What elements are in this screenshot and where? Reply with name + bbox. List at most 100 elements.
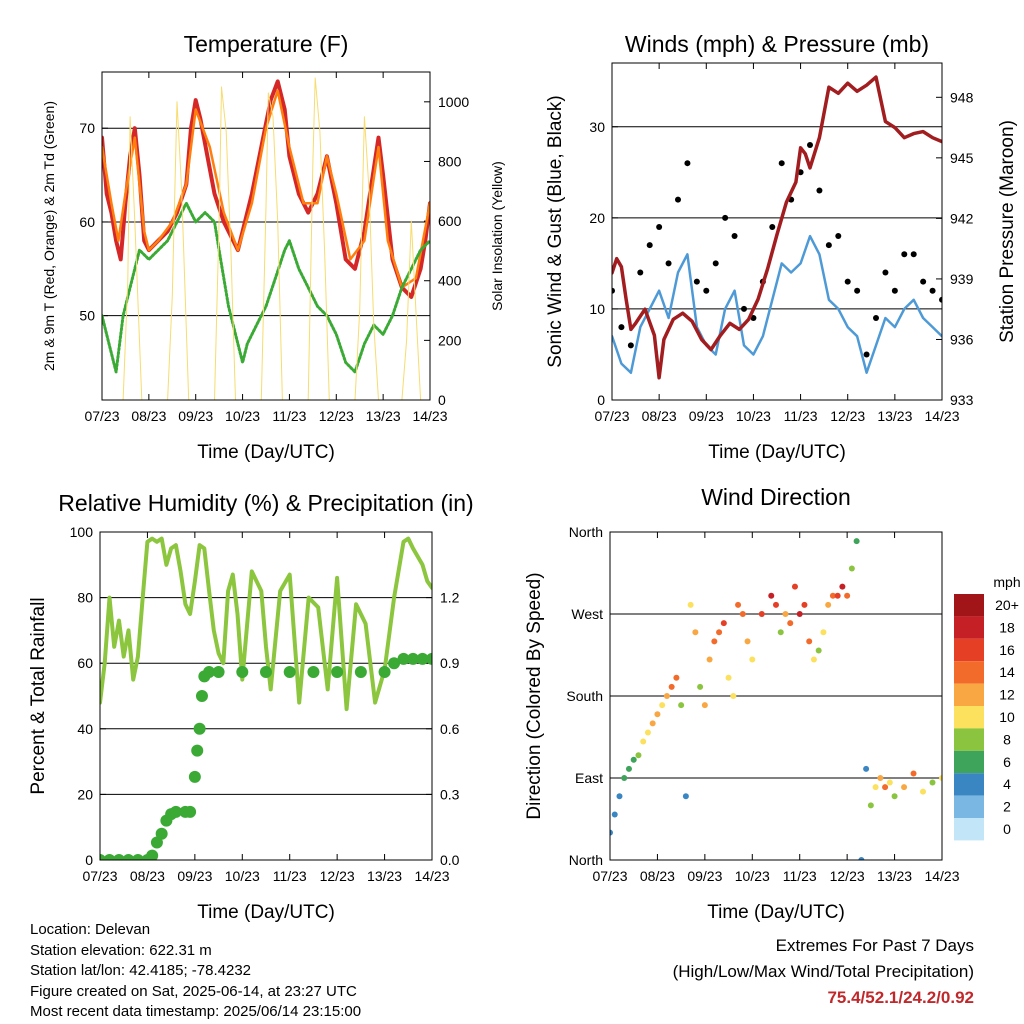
chart-temperature: 50 60 70 0 200 400 600 800 1000 07/23 08/23 09/23 10…: [41, 31, 505, 463]
y-right-tick-label: 0: [438, 392, 446, 408]
data-point: [611, 811, 618, 818]
plot-frame: [609, 531, 943, 861]
legend-label: 14: [999, 664, 1015, 680]
x-tick-label: 13/23: [367, 868, 402, 884]
data-point: [654, 711, 661, 718]
x-tick-label: 14/23: [924, 868, 959, 884]
y-right-tick-label: 0.6: [440, 721, 460, 737]
data-point: [378, 665, 391, 678]
x-tick-label: 09/23: [689, 408, 724, 424]
data-point: [150, 836, 163, 849]
y-right-tick-label: 600: [438, 213, 462, 229]
data-point: [656, 223, 663, 230]
legend-label: 2: [1003, 799, 1011, 815]
x-axis-label: Time (Day/UTC): [708, 442, 846, 463]
data-point: [637, 269, 644, 276]
data-point: [731, 233, 738, 240]
extremes-summary: Extremes For Past 7 Days (High/Low/Max W…: [673, 933, 974, 1011]
chart-title: Temperature (F): [184, 31, 349, 57]
y-right-tick-label: 948: [950, 89, 974, 105]
data-point: [195, 690, 208, 702]
plot-frame: [611, 62, 943, 401]
chart-humidity: 0 20 40 60 80 100 0.0 0.3 0.6 0.9 1.2 07/23 08/23 09/…: [28, 490, 474, 923]
y-tick-label: 50: [79, 308, 95, 324]
y-right-tick-label: 945: [950, 150, 974, 166]
data-point: [741, 305, 747, 312]
data-point: [188, 770, 201, 783]
data-point: [203, 665, 216, 678]
x-tick-label: 10/23: [225, 868, 260, 884]
y-axis-label: 2m & 9m T (Red, Orange) & 2m Td (Green): [41, 101, 57, 371]
data-point: [627, 342, 634, 349]
legend-swatch: [954, 638, 984, 662]
data-point: [835, 233, 842, 240]
data-point: [635, 752, 642, 759]
data-point: [610, 829, 613, 836]
data-point: [630, 756, 637, 763]
data-point: [122, 854, 135, 860]
data-point: [854, 287, 861, 294]
data-point: [807, 141, 813, 148]
data-point: [625, 765, 632, 772]
data-point: [791, 583, 798, 590]
data-point: [920, 278, 927, 285]
legend-label: 8: [1003, 731, 1011, 747]
data-point: [675, 196, 681, 203]
x-tick-label: 12/23: [319, 408, 354, 424]
series-line: [102, 89, 430, 289]
legend-label: 16: [999, 642, 1015, 658]
x-tick-label: 07/23: [594, 408, 629, 424]
data-point: [697, 683, 704, 690]
x-axis-label: Time (Day/UTC): [197, 902, 335, 923]
data-area: [102, 77, 430, 400]
series-line: [100, 536, 432, 712]
latlon-line: Station lat/lon: 42.4185; -78.4232: [30, 962, 252, 979]
x-tick-label: 11/23: [784, 408, 818, 424]
y-right-tick-label: 800: [438, 153, 462, 169]
data-point: [720, 620, 727, 627]
y-right-tick-label: 0.0: [440, 852, 460, 868]
data-point: [659, 702, 666, 709]
data-point: [663, 693, 670, 699]
x-tick-label: 14/23: [924, 408, 959, 424]
data-point: [618, 324, 625, 331]
y-tick-label: 10: [589, 301, 605, 317]
data-point: [744, 638, 751, 645]
data-point: [806, 638, 813, 645]
data-point: [901, 784, 908, 791]
legend-label: 12: [999, 687, 1015, 703]
y-axis-label: Direction (Colored By Speed): [524, 572, 545, 819]
data-point: [839, 583, 846, 590]
x-tick-label: 10/23: [225, 408, 260, 424]
data-point: [621, 775, 628, 781]
data-point: [829, 592, 836, 599]
x-tick-label: 08/23: [130, 868, 165, 884]
extremes-values: 75.4/52.1/24.2/0.92: [827, 988, 974, 1007]
x-tick-label: 09/23: [177, 868, 212, 884]
legend-swatch: [954, 616, 984, 639]
data-point: [712, 260, 719, 267]
y-tick-label: 60: [79, 214, 95, 230]
data-point: [673, 674, 680, 681]
data-point: [782, 611, 789, 617]
data-point: [716, 629, 723, 636]
plot-frame: [101, 71, 431, 401]
y-tick-label: 20: [77, 786, 93, 802]
legend-title: mph: [993, 574, 1020, 590]
data-point: [920, 788, 927, 795]
y-right-tick-label: 936: [950, 331, 974, 347]
legend-swatch: [954, 795, 984, 818]
data-point: [844, 592, 851, 599]
x-tick-label: 09/23: [178, 408, 213, 424]
legend-swatch: [954, 818, 984, 841]
created-line: Figure created on Sat, 2025-06-14, at 23…: [30, 982, 357, 1000]
data-point: [169, 805, 182, 818]
data-point: [644, 729, 651, 736]
data-point: [112, 854, 125, 860]
data-point: [131, 854, 144, 860]
data-point: [260, 665, 272, 678]
chart-title: Relative Humidity (%) & Precipitation (i…: [58, 490, 473, 516]
data-point: [796, 611, 803, 617]
data-point: [146, 849, 159, 860]
